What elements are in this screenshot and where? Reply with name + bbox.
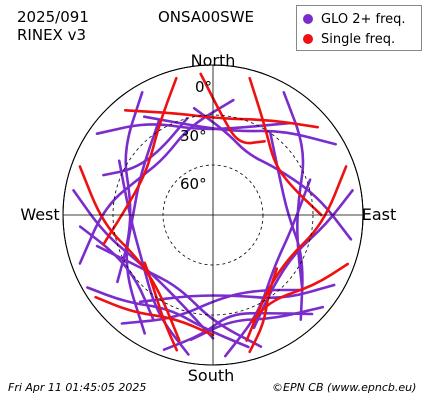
track-glo-13 xyxy=(282,91,305,292)
legend-dot-single-icon xyxy=(303,34,313,44)
legend-dot-glo-icon xyxy=(303,14,313,24)
track-single-3 xyxy=(78,165,181,342)
elevation-tick-0: 0° xyxy=(195,78,212,96)
legend-label-glo: GLO 2+ freq. xyxy=(321,11,406,27)
track-glo-16 xyxy=(78,225,155,321)
track-single-1 xyxy=(102,76,178,246)
track-glo-12 xyxy=(116,91,144,284)
track-single-4 xyxy=(248,267,279,354)
satellite-tracks xyxy=(72,72,354,358)
elevation-tick-30: 30° xyxy=(180,127,207,145)
track-glo-19 xyxy=(102,117,189,177)
direction-west: West xyxy=(20,205,59,224)
format-label: RINEX v3 xyxy=(17,26,87,44)
track-single-0 xyxy=(248,76,323,217)
direction-east: East xyxy=(362,205,397,224)
track-glo-17 xyxy=(189,305,325,341)
footer-timestamp: Fri Apr 11 01:45:05 2025 xyxy=(8,381,147,394)
station-label: ONSA00SWE xyxy=(158,8,255,26)
track-glo-11 xyxy=(72,189,215,340)
date-label: 2025/091 xyxy=(17,8,89,26)
track-glo-3 xyxy=(269,131,304,321)
track-glo-8 xyxy=(120,288,304,325)
track-glo-10 xyxy=(138,283,336,304)
direction-north: North xyxy=(191,51,236,70)
track-single-6 xyxy=(199,72,266,145)
track-glo-6 xyxy=(95,121,292,135)
track-glo-7 xyxy=(142,115,337,146)
legend-label-single: Single freq. xyxy=(321,31,396,47)
legend-item-single: Single freq. xyxy=(303,30,395,48)
elevation-tick-60: 60° xyxy=(180,175,207,193)
horizon-outline xyxy=(62,64,364,366)
footer-credit: ©EPN CB (www.epncb.eu) xyxy=(272,381,417,394)
track-single-7 xyxy=(94,295,215,337)
legend: GLO 2+ freq. Single freq. xyxy=(296,5,422,51)
track-single-8 xyxy=(250,262,349,323)
legend-item-glo: GLO 2+ freq. xyxy=(303,10,406,28)
track-single-2 xyxy=(245,165,348,342)
direction-south: South xyxy=(188,366,235,385)
